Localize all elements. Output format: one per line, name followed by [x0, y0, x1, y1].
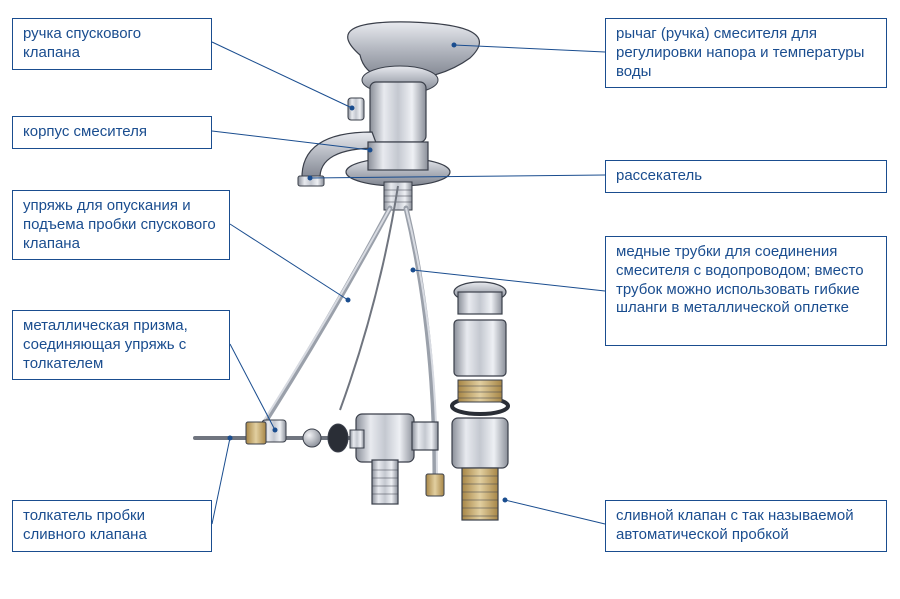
diagram-canvas: ручка спускового клапана корпус смесителя…: [0, 0, 900, 599]
label-text: рычаг (ручка) смесителя для регулировки …: [616, 25, 864, 80]
label-text: корпус смесителя: [23, 123, 147, 140]
label-drain-valve: сливной клапан с так называемой автомати…: [605, 500, 887, 552]
label-text: металлическая призма, соединяющая упряжь…: [23, 317, 188, 372]
label-text: медные трубки для соединения смесителя с…: [616, 243, 864, 316]
label-text: ручка спускового клапана: [23, 25, 141, 61]
label-text: сливной клапан с так называемой автомати…: [616, 507, 854, 543]
label-prism: металлическая призма, соединяющая упряжь…: [12, 310, 230, 380]
label-lift-rod: упряжь для опускания и подъема пробки сп…: [12, 190, 230, 260]
label-pusher: толкатель пробки сливного клапана: [12, 500, 212, 552]
label-lever: рычаг (ручка) смесителя для регулировки …: [605, 18, 887, 88]
label-valve-handle: ручка спускового клапана: [12, 18, 212, 70]
label-mixer-body: корпус смесителя: [12, 116, 212, 149]
label-text: рассекатель: [616, 167, 702, 184]
label-text: упряжь для опускания и подъема пробки сп…: [23, 197, 216, 252]
label-text: толкатель пробки сливного клапана: [23, 507, 147, 543]
label-copper-tubes: медные трубки для соединения смесителя с…: [605, 236, 887, 346]
label-aerator: рассекатель: [605, 160, 887, 193]
